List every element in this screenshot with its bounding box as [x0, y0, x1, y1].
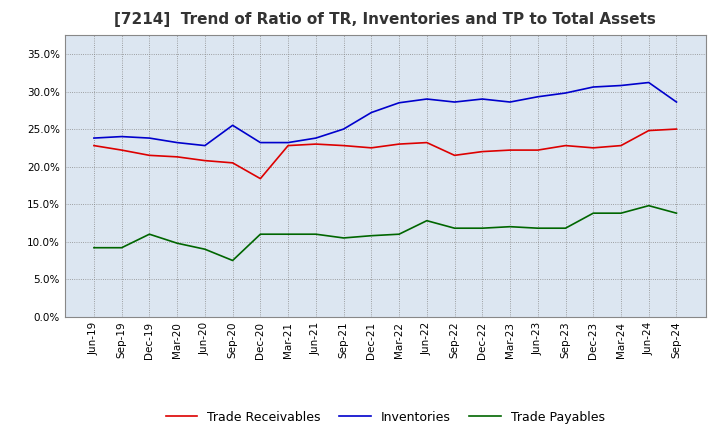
Trade Payables	[173, 241, 181, 246]
Trade Payables	[89, 245, 98, 250]
Trade Payables	[284, 231, 292, 237]
Trade Receivables	[145, 153, 154, 158]
Trade Receivables	[256, 176, 265, 181]
Trade Payables	[145, 231, 154, 237]
Trade Receivables	[89, 143, 98, 148]
Inventories	[534, 94, 542, 99]
Inventories	[478, 96, 487, 102]
Trade Payables	[228, 258, 237, 263]
Trade Receivables	[173, 154, 181, 159]
Trade Receivables	[312, 141, 320, 147]
Trade Payables	[117, 245, 126, 250]
Trade Payables	[312, 231, 320, 237]
Inventories	[561, 90, 570, 95]
Inventories	[256, 140, 265, 145]
Trade Receivables	[117, 147, 126, 153]
Trade Payables	[339, 235, 348, 241]
Trade Payables	[616, 210, 625, 216]
Trade Receivables	[423, 140, 431, 145]
Trade Receivables	[395, 141, 403, 147]
Inventories	[616, 83, 625, 88]
Inventories	[89, 136, 98, 141]
Line: Trade Payables: Trade Payables	[94, 205, 677, 260]
Inventories	[117, 134, 126, 139]
Trade Receivables	[478, 149, 487, 154]
Inventories	[505, 99, 514, 105]
Trade Payables	[450, 226, 459, 231]
Inventories	[173, 140, 181, 145]
Trade Receivables	[201, 158, 210, 163]
Trade Receivables	[450, 153, 459, 158]
Inventories	[644, 80, 653, 85]
Trade Payables	[644, 203, 653, 208]
Trade Receivables	[505, 147, 514, 153]
Trade Receivables	[284, 143, 292, 148]
Trade Receivables	[534, 147, 542, 153]
Inventories	[423, 96, 431, 102]
Inventories	[284, 140, 292, 145]
Trade Payables	[395, 231, 403, 237]
Trade Receivables	[561, 143, 570, 148]
Trade Payables	[561, 226, 570, 231]
Trade Payables	[478, 226, 487, 231]
Inventories	[367, 110, 376, 115]
Trade Payables	[256, 231, 265, 237]
Trade Receivables	[339, 143, 348, 148]
Trade Receivables	[228, 160, 237, 165]
Line: Inventories: Inventories	[94, 83, 677, 146]
Inventories	[228, 123, 237, 128]
Trade Payables	[423, 218, 431, 224]
Inventories	[589, 84, 598, 90]
Trade Payables	[589, 210, 598, 216]
Trade Payables	[201, 246, 210, 252]
Trade Payables	[672, 210, 681, 216]
Title: [7214]  Trend of Ratio of TR, Inventories and TP to Total Assets: [7214] Trend of Ratio of TR, Inventories…	[114, 12, 656, 27]
Trade Payables	[367, 233, 376, 238]
Line: Trade Receivables: Trade Receivables	[94, 129, 677, 179]
Inventories	[312, 136, 320, 141]
Trade Receivables	[589, 145, 598, 150]
Trade Receivables	[672, 126, 681, 132]
Inventories	[450, 99, 459, 105]
Inventories	[672, 99, 681, 105]
Trade Receivables	[616, 143, 625, 148]
Trade Receivables	[644, 128, 653, 133]
Legend: Trade Receivables, Inventories, Trade Payables: Trade Receivables, Inventories, Trade Pa…	[161, 406, 610, 429]
Inventories	[201, 143, 210, 148]
Trade Payables	[505, 224, 514, 229]
Trade Payables	[534, 226, 542, 231]
Inventories	[339, 126, 348, 132]
Inventories	[395, 100, 403, 106]
Trade Receivables	[367, 145, 376, 150]
Inventories	[145, 136, 154, 141]
